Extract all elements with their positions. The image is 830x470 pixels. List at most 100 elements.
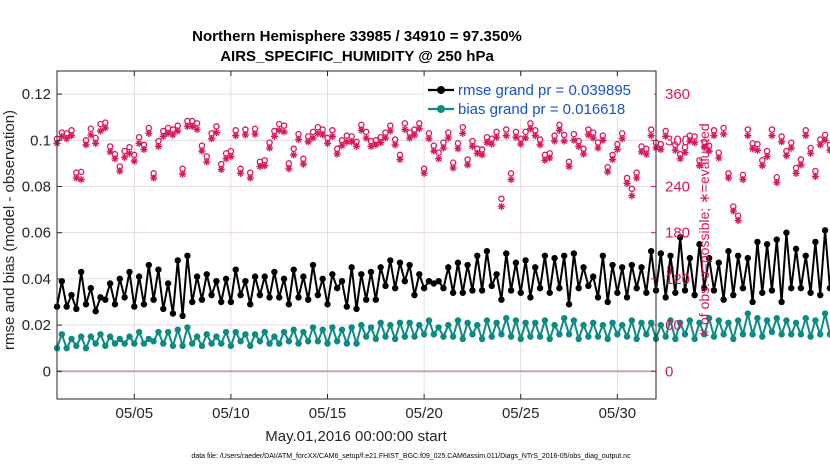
rmse-point [759,289,766,296]
bias-point [435,324,442,331]
obs-evaluated-marker [502,132,510,140]
obs-evaluated-marker [763,152,771,161]
rmse-point [638,264,645,271]
bias-point [372,335,380,343]
obs-evaluated-marker [575,142,583,151]
bias-point [87,333,95,340]
obs-evaluated-marker [782,152,791,160]
rmse-point [189,298,196,306]
bias-point [541,317,549,324]
bias-point [633,335,640,343]
obs-possible-marker [720,124,727,132]
obs-evaluated-marker [806,149,815,157]
y2-axis-label: # of obs: o=possible; ∗=evaluated [696,123,712,336]
obs-evaluated-marker [695,162,704,170]
bias-point [710,333,718,340]
y2-tick-label: 240 [665,178,690,195]
y2-tick-label: 360 [665,86,690,103]
bias-point [295,340,302,347]
bias-point [536,333,544,340]
obs-evaluated-marker [275,126,283,134]
bias-point [382,333,389,340]
obs-evaluated-marker [309,134,317,142]
obs-possible-marker [401,120,409,127]
bias-point [604,335,611,343]
bias-point [445,321,452,329]
bias-point [551,321,558,329]
bias-point [667,317,674,324]
obs-evaluated-marker [584,131,592,139]
obs-evaluated-marker [570,136,578,144]
obs-evaluated-marker [391,141,399,149]
bias-point [77,333,85,340]
rmse-point [324,301,331,308]
bias-point [280,328,288,336]
obs-evaluated-marker [246,174,254,182]
legend-marker-rmse [437,86,445,94]
obs-evaluated-marker [657,145,665,154]
obs-evaluated-marker [145,129,153,137]
obs-evaluated-marker [816,141,824,149]
legend-box [424,77,654,119]
bias-point [701,331,708,338]
obs-evaluated-marker [401,125,409,134]
rmse-point [773,236,780,243]
rmse-point [87,284,95,292]
obs-evaluated-marker [410,131,419,139]
bias-point [261,328,268,336]
x-tick-label: 05/15 [309,405,347,422]
bias-point [812,317,819,324]
bias-point [507,333,515,340]
bias-point [768,328,776,336]
rmse-point [222,275,230,283]
obs-evaluated-marker [560,137,568,145]
rmse-point [739,284,747,292]
rmse-point [672,289,679,296]
rmse-point [367,268,375,276]
rmse-point [609,261,616,269]
obs-evaluated-marker [758,162,766,170]
obs-evaluated-marker [565,162,573,171]
rmse-point [802,252,809,259]
obs-evaluated-marker [154,142,163,151]
obs-evaluated-marker [589,134,597,142]
obs-evaluated-marker [821,136,829,144]
obs-evaluated-marker [526,125,535,133]
obs-evaluated-marker [700,143,708,151]
rmse-point [97,294,104,301]
obs-evaluated-marker [58,132,66,141]
obs-possible-marker [290,145,297,153]
obs-evaluated-marker [87,131,95,139]
obs-possible-marker [498,195,505,203]
bias-point [329,324,336,331]
bias-point [580,321,587,329]
rmse-line [56,229,830,317]
bias-point [193,333,201,340]
obs-evaluated-marker [222,155,230,163]
obs-evaluated-marker [150,174,158,182]
rmse-point [734,252,742,259]
rmse-point [628,261,636,269]
rmse-point [353,305,360,313]
obs-possible-marker [77,168,85,176]
bias-point [672,335,679,343]
obs-evaluated-marker [787,144,795,152]
rmse-point [493,271,500,278]
rmse-point [174,257,181,264]
bias-point [561,314,568,322]
obs-evaluated-marker [773,179,781,187]
bias-point [116,335,123,343]
rmse-point [271,268,278,276]
rmse-point [406,261,413,269]
obs-evaluated-marker [705,147,713,155]
bias-point [285,338,293,345]
bias-point [730,335,737,343]
bias-point [821,310,829,317]
bias-point [425,317,433,324]
rmse-point [82,301,90,308]
obs-evaluated-marker [604,168,612,176]
rmse-point [430,280,437,287]
obs-evaluated-marker [314,129,322,137]
obs-evaluated-marker [550,137,559,145]
obs-evaluated-marker [227,152,235,161]
